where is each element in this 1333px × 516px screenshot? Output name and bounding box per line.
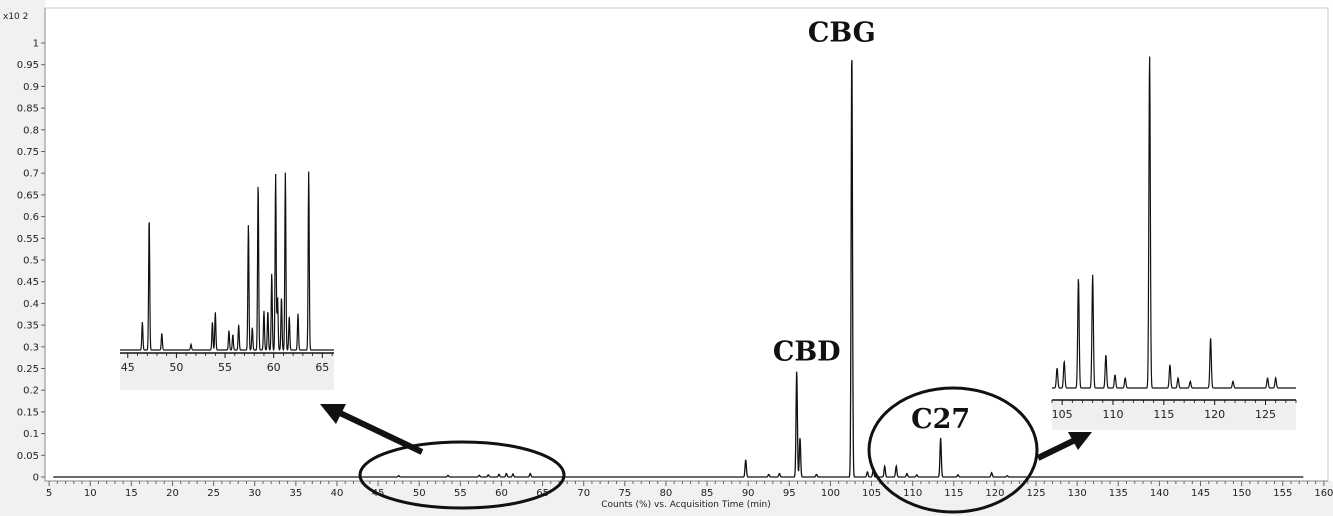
inset-left-trace xyxy=(120,171,334,352)
highlight-ellipse-right xyxy=(867,386,1039,514)
x-tick-label: 100 xyxy=(821,488,840,499)
x-tick-label: 145 xyxy=(1191,488,1210,499)
arrow-to-inset-right xyxy=(1036,432,1092,461)
y-tick-label: 0.4 xyxy=(23,299,39,310)
x-tick-label: 10 xyxy=(84,488,97,499)
inset-x-tick-label: 125 xyxy=(1255,408,1276,421)
x-tick-label: 95 xyxy=(783,488,796,499)
inset-left-x-axis: 45 50 55 60 65 xyxy=(121,353,333,374)
x-tick-label: 160 xyxy=(1314,488,1333,499)
inset-x-tick-label: 115 xyxy=(1153,408,1174,421)
x-tick-label: 115 xyxy=(944,488,963,499)
x-tick-label: 110 xyxy=(903,488,922,499)
x-tick-label: 15 xyxy=(125,488,138,499)
y-tick-label: 0.45 xyxy=(17,277,39,288)
x-tick-label: 150 xyxy=(1232,488,1251,499)
x-axis: 5 10 15 20 25 30 35 40 45 50 55 60 65 70 75 80 85 90 95 100… xyxy=(45,480,1333,499)
y-tick-label: 0.85 xyxy=(17,104,39,115)
x-tick-label: 40 xyxy=(331,488,344,499)
inset-left-axis-band xyxy=(120,353,334,390)
peak-label-cbd: CBD xyxy=(773,337,841,368)
inset-x-tick-label: 60 xyxy=(267,361,281,374)
inset-x-tick-label: 110 xyxy=(1103,408,1124,421)
y-tick-label: 0.65 xyxy=(17,190,39,201)
peak-annotations: CBG CBD C27 xyxy=(773,18,970,435)
x-tick-label: 155 xyxy=(1273,488,1292,499)
y-tick-label: 0.6 xyxy=(23,212,39,223)
x-tick-label: 50 xyxy=(413,488,426,499)
inset-x-tick-label: 55 xyxy=(218,361,232,374)
y-tick-label: 0.5 xyxy=(23,256,39,267)
y-tick-label: 0.25 xyxy=(17,364,39,375)
inset-right-x-axis: 105 110 115 120 125 xyxy=(1051,400,1297,421)
x-tick-label: 125 xyxy=(1026,488,1045,499)
y-tick-label: 0.7 xyxy=(23,169,39,180)
inset-left: 45 50 55 60 65 xyxy=(120,171,334,390)
y-axis: 0 0.05 0.1 0.15 0.2 0.25 0.3 0.35 0.4 0.45 0.5 0.55… xyxy=(17,8,46,484)
x-tick-label: 55 xyxy=(454,488,467,499)
x-tick-label: 135 xyxy=(1109,488,1128,499)
x-tick-label: 70 xyxy=(577,488,590,499)
y-tick-label: 0.2 xyxy=(23,386,39,397)
x-tick-label: 80 xyxy=(660,488,673,499)
y-tick-label: 0.35 xyxy=(17,321,39,332)
main-chromatogram-trace xyxy=(53,60,1304,478)
inset-right: 105 110 115 120 125 xyxy=(1051,56,1297,430)
y-tick-label: 0.95 xyxy=(17,60,39,71)
y-tick-label: 0.15 xyxy=(17,407,39,418)
inset-x-tick-label: 45 xyxy=(121,361,135,374)
arrow-to-inset-left xyxy=(320,404,424,455)
y-tick-label: 0.05 xyxy=(17,451,39,462)
x-tick-label: 35 xyxy=(289,488,302,499)
x-tick-label: 85 xyxy=(701,488,714,499)
x-tick-label: 60 xyxy=(495,488,508,499)
y-tick-label: 0 xyxy=(33,473,39,484)
x-tick-label: 25 xyxy=(207,488,220,499)
y-tick-label: 0.75 xyxy=(17,147,39,158)
y-tick-label: 0.3 xyxy=(23,342,39,353)
peak-label-cbg: CBG xyxy=(808,18,876,49)
inset-x-tick-label: 50 xyxy=(169,361,183,374)
x-tick-label: 5 xyxy=(46,488,52,499)
inset-x-tick-label: 65 xyxy=(315,361,329,374)
x-tick-label: 20 xyxy=(166,488,179,499)
y-tick-label: 1 xyxy=(33,39,39,50)
x-tick-label: 130 xyxy=(1068,488,1087,499)
y-axis-panel xyxy=(0,0,45,516)
highlight-ellipse-left xyxy=(358,440,566,510)
x-tick-label: 140 xyxy=(1150,488,1169,499)
inset-x-tick-label: 120 xyxy=(1204,408,1225,421)
y-tick-label: 0.8 xyxy=(23,125,39,136)
inset-x-tick-label: 105 xyxy=(1052,408,1073,421)
x-tick-label: 30 xyxy=(248,488,261,499)
y-tick-label: 0.55 xyxy=(17,234,39,245)
x-tick-label: 90 xyxy=(742,488,755,499)
y-tick-label: 0.1 xyxy=(23,429,39,440)
x-tick-label: 75 xyxy=(618,488,631,499)
x-tick-label: 105 xyxy=(862,488,881,499)
x-axis-label: Counts (%) vs. Acquisition Time (min) xyxy=(601,500,770,510)
y-tick-label: 0.9 xyxy=(23,82,39,93)
x-tick-label: 120 xyxy=(985,488,1004,499)
y-multiplier-label: x10 2 xyxy=(3,12,28,22)
x-axis-panel xyxy=(0,481,1333,516)
peak-label-c27: C27 xyxy=(911,404,970,435)
x-tick-label: 65 xyxy=(536,488,549,499)
inset-right-axis-band xyxy=(1052,400,1296,430)
inset-right-trace xyxy=(1052,56,1296,389)
